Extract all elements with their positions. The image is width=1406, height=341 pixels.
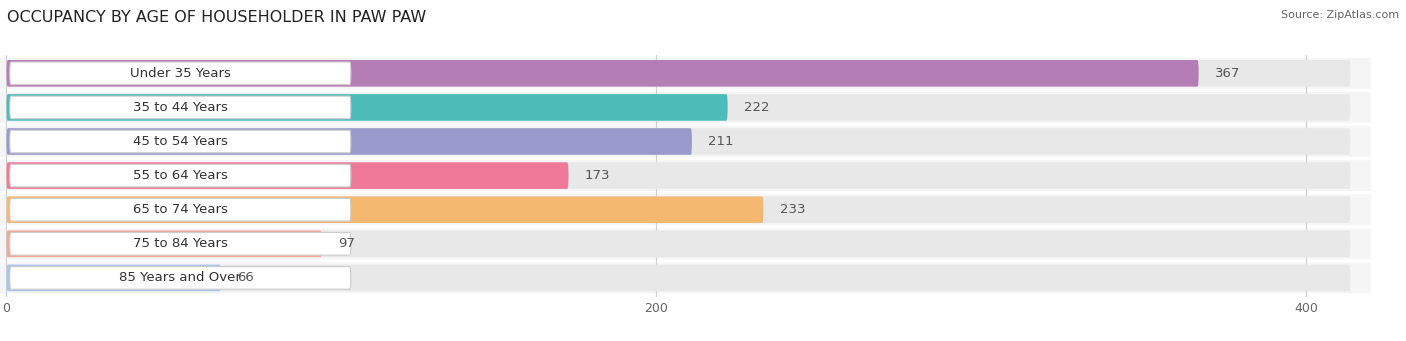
FancyBboxPatch shape	[0, 263, 1378, 293]
FancyBboxPatch shape	[7, 265, 221, 291]
Text: 75 to 84 Years: 75 to 84 Years	[132, 237, 228, 250]
Text: 45 to 54 Years: 45 to 54 Years	[132, 135, 228, 148]
Text: OCCUPANCY BY AGE OF HOUSEHOLDER IN PAW PAW: OCCUPANCY BY AGE OF HOUSEHOLDER IN PAW P…	[7, 10, 426, 25]
FancyBboxPatch shape	[0, 92, 1378, 123]
FancyBboxPatch shape	[7, 94, 1350, 121]
Text: 222: 222	[744, 101, 769, 114]
FancyBboxPatch shape	[10, 233, 352, 255]
Text: 85 Years and Over: 85 Years and Over	[120, 271, 242, 284]
FancyBboxPatch shape	[7, 162, 568, 189]
FancyBboxPatch shape	[7, 128, 692, 155]
FancyBboxPatch shape	[7, 94, 728, 121]
FancyBboxPatch shape	[0, 58, 1378, 89]
FancyBboxPatch shape	[7, 60, 1199, 87]
FancyBboxPatch shape	[7, 231, 322, 257]
FancyBboxPatch shape	[7, 128, 1350, 155]
Text: 367: 367	[1215, 67, 1240, 80]
FancyBboxPatch shape	[10, 198, 352, 221]
FancyBboxPatch shape	[10, 130, 352, 153]
Text: 66: 66	[238, 271, 254, 284]
Text: 65 to 74 Years: 65 to 74 Years	[132, 203, 228, 216]
FancyBboxPatch shape	[0, 194, 1378, 225]
Text: Under 35 Years: Under 35 Years	[129, 67, 231, 80]
FancyBboxPatch shape	[10, 96, 352, 119]
Text: 173: 173	[585, 169, 610, 182]
Text: 211: 211	[709, 135, 734, 148]
Text: 233: 233	[780, 203, 806, 216]
FancyBboxPatch shape	[7, 60, 1350, 87]
Text: Source: ZipAtlas.com: Source: ZipAtlas.com	[1281, 10, 1399, 20]
FancyBboxPatch shape	[0, 228, 1378, 259]
FancyBboxPatch shape	[7, 265, 1350, 291]
FancyBboxPatch shape	[7, 196, 1350, 223]
FancyBboxPatch shape	[7, 196, 763, 223]
Text: 55 to 64 Years: 55 to 64 Years	[132, 169, 228, 182]
FancyBboxPatch shape	[10, 164, 352, 187]
Text: 97: 97	[337, 237, 354, 250]
Text: 35 to 44 Years: 35 to 44 Years	[132, 101, 228, 114]
FancyBboxPatch shape	[10, 267, 352, 289]
FancyBboxPatch shape	[0, 160, 1378, 191]
FancyBboxPatch shape	[7, 162, 1350, 189]
FancyBboxPatch shape	[0, 126, 1378, 157]
FancyBboxPatch shape	[10, 62, 352, 85]
FancyBboxPatch shape	[7, 231, 1350, 257]
